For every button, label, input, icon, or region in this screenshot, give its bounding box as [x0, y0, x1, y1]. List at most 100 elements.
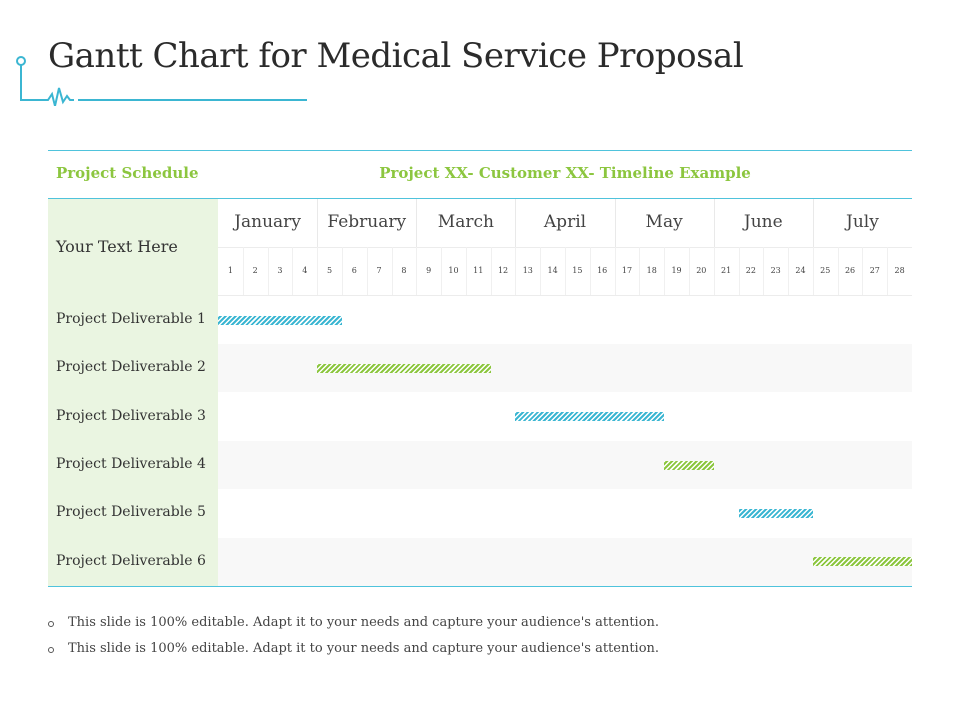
week-label: 6 [351, 266, 357, 275]
week-label: 5 [326, 266, 333, 275]
side-label: Your Text Here [56, 237, 178, 256]
week-label: 12 [497, 266, 509, 275]
week-label: 24 [795, 266, 806, 275]
task-bar [218, 315, 342, 325]
month-divider [812, 199, 814, 247]
week-label: 25 [820, 266, 831, 275]
week-divider [589, 247, 591, 295]
note-text: This slide is 100% editable. Adapt it to… [68, 641, 660, 656]
month-label: June [743, 212, 783, 232]
week-divider [317, 247, 319, 295]
month-label: July [846, 212, 879, 232]
week-divider [614, 247, 616, 295]
task-bar [664, 460, 714, 470]
note-item: This slide is 100% editable. Adapt it to… [48, 641, 908, 667]
week-label: 26 [844, 266, 856, 275]
week-label: 7 [376, 266, 382, 275]
task-bar [812, 557, 912, 567]
project-schedule-header: Project Schedule [56, 164, 199, 182]
week-divider [713, 247, 715, 295]
task-label: Project Deliverable 6 [56, 552, 206, 569]
left-column-background [48, 199, 218, 586]
task-label: Project Deliverable 3 [56, 407, 206, 424]
week-label: 19 [671, 266, 682, 275]
bullet-icon [48, 647, 54, 653]
month-divider [317, 199, 319, 247]
week-label: 9 [426, 266, 432, 275]
task-bar [317, 363, 491, 373]
month-label: January [234, 212, 301, 232]
week-divider [565, 247, 566, 295]
bullet-icon [48, 621, 54, 627]
week-label: 15 [572, 266, 583, 275]
header-border [48, 198, 912, 199]
note-text: This slide is 100% editable. Adapt it to… [68, 615, 660, 630]
week-divider [862, 247, 864, 295]
week-label: 28 [894, 266, 905, 275]
week-label: 11 [473, 266, 484, 275]
week-divider [490, 247, 492, 295]
month-label: April [543, 212, 587, 232]
month-label: February [327, 212, 407, 232]
gantt-chart: Project Schedule Project XX- Customer XX… [48, 150, 912, 587]
row-band [218, 537, 912, 586]
week-label: 8 [401, 266, 407, 275]
month-label: May [645, 212, 683, 232]
week-divider [465, 247, 467, 295]
week-label: 14 [547, 266, 558, 275]
month-divider [515, 199, 517, 247]
month-divider [614, 199, 616, 247]
week-label: 27 [869, 266, 880, 275]
week-label: 16 [597, 266, 608, 275]
week-label: 17 [621, 266, 633, 275]
bottom-border [48, 586, 912, 587]
week-label: 23 [770, 266, 781, 275]
week-label: 3 [277, 266, 283, 275]
week-divider [812, 247, 814, 295]
week-divider [688, 247, 690, 295]
notes-list: This slide is 100% editable. Adapt it to… [48, 615, 908, 667]
task-label: Project Deliverable 5 [56, 504, 206, 521]
week-divider [515, 247, 517, 295]
note-item: This slide is 100% editable. Adapt it to… [48, 615, 908, 641]
week-divider [242, 247, 244, 295]
row-band [218, 440, 912, 489]
task-label: Project Deliverable 2 [56, 359, 206, 376]
week-divider [267, 247, 269, 295]
week-row-divider [218, 295, 912, 296]
week-label: 20 [696, 266, 707, 275]
week-divider [887, 247, 889, 295]
task-bar [738, 508, 813, 518]
week-divider [416, 247, 418, 295]
week-label: 18 [646, 266, 657, 275]
page-title: Gantt Chart for Medical Service Proposal [48, 36, 744, 76]
week-divider [391, 247, 393, 295]
week-divider [341, 247, 343, 295]
week-label: 1 [227, 266, 233, 275]
ecg-line-icon [16, 56, 307, 106]
week-label: 10 [448, 266, 459, 275]
week-divider [788, 247, 790, 295]
week-label: 4 [302, 266, 308, 275]
month-label: March [437, 212, 494, 232]
week-label: 22 [745, 266, 756, 275]
week-divider [837, 247, 839, 295]
timeline-header: Project XX- Customer XX- Timeline Exampl… [379, 164, 751, 182]
month-divider [416, 199, 418, 247]
week-divider [664, 247, 666, 295]
task-label: Project Deliverable 1 [56, 311, 206, 328]
week-divider [639, 247, 641, 295]
task-label: Project Deliverable 4 [56, 456, 206, 473]
week-divider [763, 247, 765, 295]
week-divider [366, 247, 368, 295]
task-bar [515, 412, 665, 422]
week-label: 2 [252, 266, 258, 275]
week-label: 13 [522, 266, 533, 275]
week-label: 21 [721, 266, 732, 275]
top-border [48, 150, 912, 151]
week-divider [441, 247, 443, 295]
month-divider [713, 199, 715, 247]
week-divider [738, 247, 740, 295]
week-divider [540, 247, 542, 295]
week-divider [292, 247, 294, 295]
